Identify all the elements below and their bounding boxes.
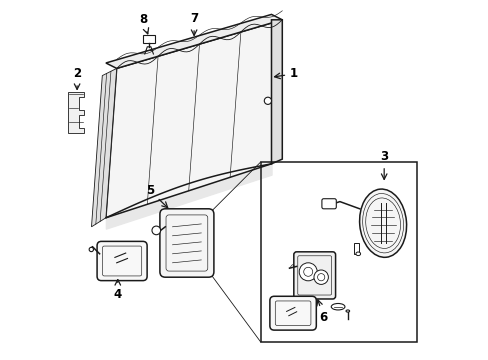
Polygon shape (106, 14, 282, 68)
Text: 5: 5 (146, 184, 167, 208)
Circle shape (317, 274, 324, 281)
Polygon shape (91, 68, 117, 227)
Ellipse shape (330, 303, 344, 310)
Text: 4: 4 (113, 280, 122, 301)
Text: 7: 7 (190, 12, 198, 35)
FancyBboxPatch shape (269, 296, 316, 330)
Bar (354, 243, 358, 254)
Ellipse shape (346, 310, 349, 312)
Polygon shape (106, 20, 282, 218)
Text: 8: 8 (139, 13, 148, 34)
Circle shape (313, 270, 328, 284)
Circle shape (299, 263, 317, 281)
FancyBboxPatch shape (321, 199, 336, 209)
Polygon shape (68, 92, 84, 133)
Text: 6: 6 (316, 300, 327, 324)
Ellipse shape (359, 189, 406, 257)
Polygon shape (271, 20, 282, 164)
FancyBboxPatch shape (293, 252, 335, 299)
FancyBboxPatch shape (97, 241, 147, 281)
Circle shape (152, 226, 160, 235)
Ellipse shape (355, 252, 360, 256)
FancyBboxPatch shape (143, 35, 155, 43)
Text: 1: 1 (274, 67, 298, 80)
Text: 3: 3 (379, 150, 387, 179)
Text: 2: 2 (73, 67, 81, 89)
Circle shape (264, 97, 271, 104)
Circle shape (303, 267, 312, 276)
Circle shape (89, 247, 93, 252)
FancyBboxPatch shape (160, 209, 213, 277)
Bar (260, 162, 416, 342)
